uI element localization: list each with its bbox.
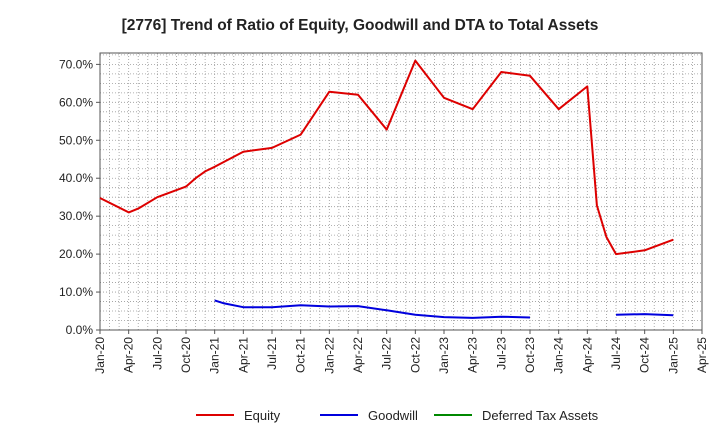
x-tick-label: Jan-23 bbox=[437, 337, 451, 374]
y-tick-label: 20.0% bbox=[59, 247, 93, 261]
series-line-equity bbox=[99, 59, 674, 256]
series-line-goodwill bbox=[615, 313, 674, 317]
x-tick-label: Apr-21 bbox=[236, 337, 250, 373]
grid bbox=[100, 53, 702, 330]
x-axis: Jan-20 Apr-20 Jul-20 Oct-20 Jan-21 Apr-21 Jul-… bbox=[93, 330, 709, 374]
y-tick-label: 50.0% bbox=[59, 133, 93, 147]
x-tick-label: Oct-20 bbox=[179, 337, 193, 373]
x-tick-label: Oct-23 bbox=[523, 337, 537, 373]
x-tick-label: Apr-24 bbox=[580, 337, 594, 373]
x-tick-label: Jan-21 bbox=[208, 337, 222, 374]
series-line-goodwill bbox=[214, 299, 531, 319]
x-tick-label: Jan-22 bbox=[322, 337, 336, 374]
plot-frame bbox=[99, 52, 703, 331]
x-tick-label: Jul-22 bbox=[380, 337, 394, 370]
x-tick-label: Oct-22 bbox=[408, 337, 422, 373]
chart-title: [2776] Trend of Ratio of Equity, Goodwil… bbox=[122, 17, 599, 34]
y-tick-label: 70.0% bbox=[59, 57, 93, 71]
x-tick-label: Jul-21 bbox=[265, 337, 279, 370]
x-tick-label: Oct-24 bbox=[638, 337, 652, 373]
x-tick-label: Jan-24 bbox=[552, 337, 566, 374]
y-tick-label: 30.0% bbox=[59, 209, 93, 223]
x-tick-label: Jan-20 bbox=[93, 337, 107, 374]
legend-label: Deferred Tax Assets bbox=[482, 408, 599, 423]
x-tick-label: Jan-25 bbox=[666, 337, 680, 374]
x-tick-label: Apr-22 bbox=[351, 337, 365, 373]
y-tick-label: 40.0% bbox=[59, 171, 93, 185]
x-tick-label: Apr-25 bbox=[695, 337, 709, 373]
y-tick-label: 60.0% bbox=[59, 95, 93, 109]
legend: Equity Goodwill Deferred Tax Assets bbox=[196, 408, 599, 423]
x-tick-label: Apr-23 bbox=[466, 337, 480, 373]
series-group bbox=[99, 59, 674, 319]
x-tick-label: Oct-21 bbox=[294, 337, 308, 373]
x-tick-label: Jul-23 bbox=[494, 337, 508, 370]
y-tick-label: 10.0% bbox=[59, 285, 93, 299]
x-tick-label: Apr-20 bbox=[122, 337, 136, 373]
x-tick-label: Jul-20 bbox=[150, 337, 164, 370]
legend-label: Equity bbox=[244, 408, 281, 423]
y-tick-label: 0.0% bbox=[66, 323, 94, 337]
x-tick-label: Jul-24 bbox=[609, 337, 623, 370]
legend-label: Goodwill bbox=[368, 408, 418, 423]
y-axis: 0.0% 10.0% 20.0% 30.0% 40.0% 50.0% 60.0% 70.0% bbox=[59, 57, 100, 337]
